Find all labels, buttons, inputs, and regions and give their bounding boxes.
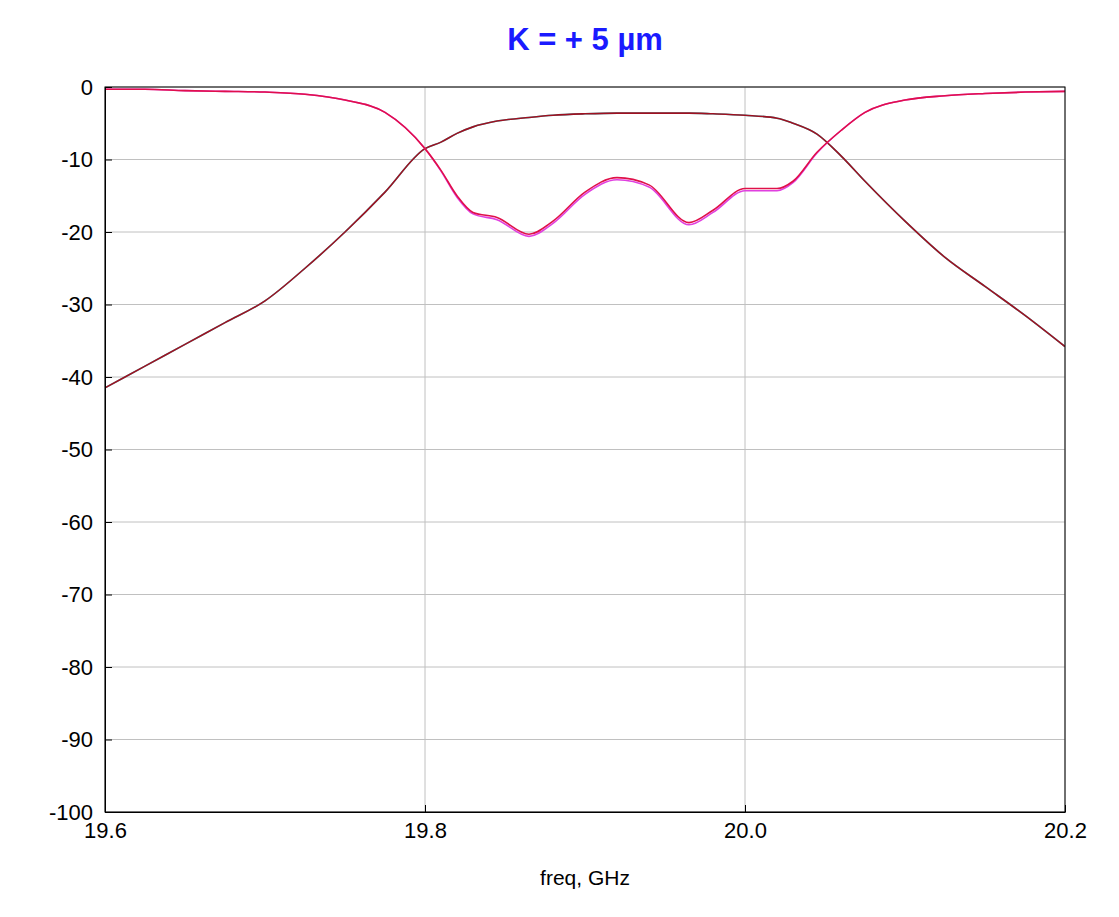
x-tick: 19.6 xyxy=(84,805,127,843)
y-tick-mark xyxy=(105,160,112,161)
grid-line-x xyxy=(745,87,746,812)
grid-line-y xyxy=(105,304,1065,305)
grid-line-y xyxy=(105,739,1065,740)
y-tick-mark xyxy=(105,87,112,88)
x-tick-label: 20.0 xyxy=(724,818,767,843)
x-tick-label: 19.6 xyxy=(84,818,127,843)
x-tick: 20.2 xyxy=(1044,805,1087,843)
series-line xyxy=(105,113,1065,388)
series-line xyxy=(105,113,1065,388)
y-tick: -30 xyxy=(61,292,112,317)
y-tick-label: -70 xyxy=(61,582,93,607)
y-tick: -10 xyxy=(61,147,112,172)
x-axis-line xyxy=(106,812,1066,813)
grid-line-y xyxy=(105,449,1065,450)
x-axis: 19.6 19.8 20.0 20.2 xyxy=(84,805,1087,843)
grid-line-y xyxy=(105,667,1065,668)
y-tick: -80 xyxy=(61,655,112,680)
y-tick: -20 xyxy=(61,220,112,245)
y-tick-mark xyxy=(105,232,112,233)
y-tick-label: -10 xyxy=(61,147,93,172)
x-tick-label: 20.2 xyxy=(1044,818,1087,843)
y-tick-mark xyxy=(105,450,112,451)
y-tick-mark xyxy=(105,595,112,596)
y-tick: -50 xyxy=(61,437,112,462)
y-tick-mark xyxy=(105,667,112,668)
series-line xyxy=(105,89,1065,236)
plot-frame xyxy=(105,87,1065,812)
y-tick-mark xyxy=(105,522,112,523)
y-tick-label: -40 xyxy=(61,365,93,390)
x-tick-mark xyxy=(1065,805,1066,812)
y-tick-label: -20 xyxy=(61,220,93,245)
chart-title: K = + 5 µm xyxy=(507,22,663,57)
grid-line-y xyxy=(105,159,1065,160)
y-tick: 0 xyxy=(81,75,112,100)
y-tick-mark xyxy=(105,740,112,741)
y-tick: -60 xyxy=(61,510,112,535)
y-tick-label: -80 xyxy=(61,655,93,680)
x-tick-label: 19.8 xyxy=(404,818,447,843)
series-line xyxy=(105,89,1065,234)
x-tick-mark xyxy=(425,805,426,812)
y-tick-label: -90 xyxy=(61,727,93,752)
grid-line-y xyxy=(105,594,1065,595)
x-tick-mark xyxy=(745,805,746,812)
lines xyxy=(105,89,1065,388)
y-tick: -70 xyxy=(61,582,112,607)
x-tick: 20.0 xyxy=(724,805,767,843)
y-tick-label: 0 xyxy=(81,75,93,100)
grid-line-x xyxy=(425,87,426,812)
x-axis-title: freq, GHz xyxy=(540,866,630,889)
y-tick: -90 xyxy=(61,727,112,752)
y-tick-label: -60 xyxy=(61,510,93,535)
grid-line-y xyxy=(105,377,1065,378)
y-tick-label: -30 xyxy=(61,292,93,317)
plot-background xyxy=(105,87,1065,812)
grid xyxy=(105,87,1065,812)
x-tick: 19.8 xyxy=(404,805,447,843)
y-tick: -40 xyxy=(61,365,112,390)
y-tick-mark xyxy=(105,377,112,378)
plot-area: 0-10-20-30-40-50-60-70-80-90-10019.619.8… xyxy=(49,75,1087,843)
grid-line-y xyxy=(105,232,1065,233)
y-tick-mark xyxy=(105,305,112,306)
chart: 0-10-20-30-40-50-60-70-80-90-10019.619.8… xyxy=(0,0,1119,917)
x-tick-mark xyxy=(105,805,106,812)
y-axis: 0-10-20-30-40-50-60-70-80-90-100 xyxy=(49,75,112,825)
y-tick-label: -50 xyxy=(61,437,93,462)
grid-line-y xyxy=(105,522,1065,523)
